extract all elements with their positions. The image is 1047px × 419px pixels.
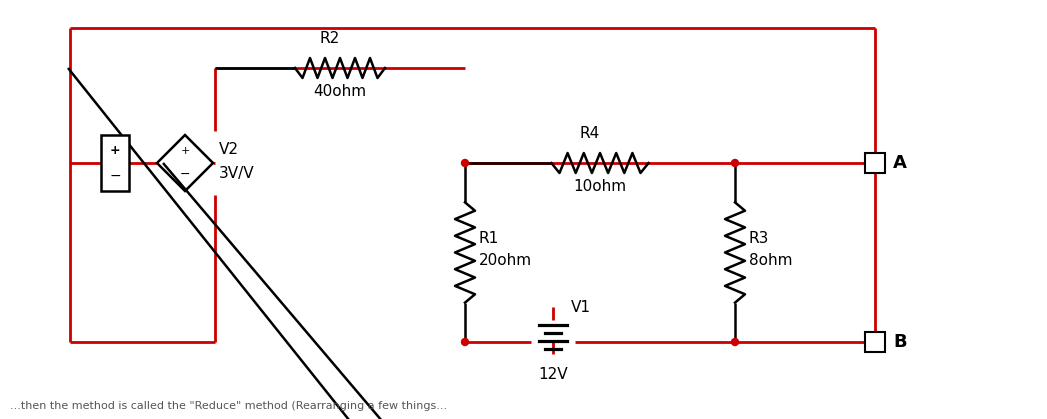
Circle shape — [732, 160, 738, 166]
Bar — [101, 135, 129, 191]
Text: B: B — [893, 333, 907, 351]
Bar — [865, 153, 885, 173]
Bar — [865, 332, 885, 352]
Circle shape — [462, 339, 468, 346]
Text: 10ohm: 10ohm — [574, 179, 626, 194]
Text: −: − — [180, 168, 191, 181]
Text: 40ohm: 40ohm — [313, 84, 366, 99]
Text: 3V/V: 3V/V — [219, 166, 254, 181]
Text: V2: V2 — [219, 142, 239, 157]
Text: 20ohm: 20ohm — [478, 253, 532, 268]
Text: 8ohm: 8ohm — [749, 253, 793, 268]
Text: −: − — [109, 168, 120, 183]
Text: +: + — [180, 146, 190, 156]
Text: +: + — [110, 144, 120, 157]
Text: A: A — [893, 154, 907, 172]
Text: V1: V1 — [571, 300, 591, 315]
Circle shape — [732, 339, 738, 346]
Text: 12V: 12V — [538, 367, 567, 382]
Text: R1: R1 — [478, 231, 499, 246]
Text: R3: R3 — [749, 231, 770, 246]
Circle shape — [462, 160, 468, 166]
Text: R2: R2 — [320, 31, 340, 46]
Text: R4: R4 — [580, 126, 600, 141]
Text: ...then the method is called the "Reduce" method (Rearranging a few things...: ...then the method is called the "Reduce… — [10, 401, 447, 411]
